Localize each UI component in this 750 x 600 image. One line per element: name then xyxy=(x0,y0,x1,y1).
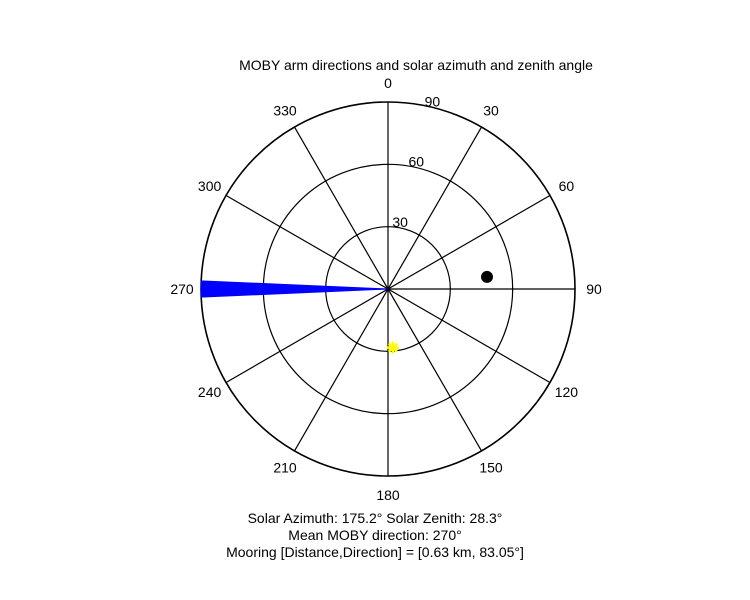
radial-tick-label-60: 60 xyxy=(408,154,424,170)
info-mooring-line: Mooring [Distance,Direction] = [0.63 km,… xyxy=(226,544,524,560)
data-marks xyxy=(200,270,494,354)
angle-tick-label-90: 90 xyxy=(586,281,602,297)
angle-tick-label-330: 330 xyxy=(273,103,297,119)
info-moby-line: Mean MOBY direction: 270° xyxy=(288,527,462,543)
angle-tick-label-270: 270 xyxy=(170,281,194,297)
radial-tick-label-90: 90 xyxy=(425,93,441,109)
angle-tick-label-0: 0 xyxy=(384,75,392,91)
angle-tick-label-300: 300 xyxy=(198,178,222,194)
sun-position-marker xyxy=(386,341,399,354)
angle-tick-label-30: 30 xyxy=(483,103,499,119)
angle-tick-label-120: 120 xyxy=(555,384,579,400)
angle-tick-label-210: 210 xyxy=(273,459,297,475)
sun-marker-core xyxy=(389,344,397,352)
tick-labels: 0 30 60 90 120 150 180 210 240 270 300 330 30 60 90 xyxy=(170,75,602,503)
moby-arm-wedge xyxy=(200,280,389,298)
angle-tick-label-180: 180 xyxy=(376,487,400,503)
angle-tick-label-240: 240 xyxy=(198,384,222,400)
radial-tick-label-30: 30 xyxy=(392,214,408,230)
mooring-position-marker xyxy=(481,270,494,283)
angle-tick-label-150: 150 xyxy=(479,459,503,475)
angle-tick-label-60: 60 xyxy=(559,178,575,194)
chart-title: MOBY arm directions and solar azimuth an… xyxy=(239,57,593,73)
info-solar-line: Solar Azimuth: 175.2° Solar Zenith: 28.3… xyxy=(247,510,503,526)
